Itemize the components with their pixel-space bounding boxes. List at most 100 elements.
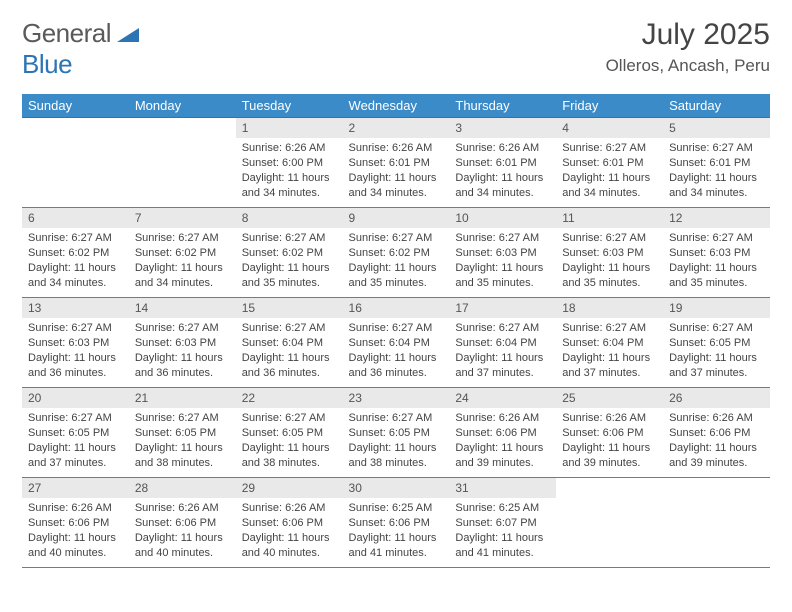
day-info: Sunrise: 6:27 AMSunset: 6:01 PMDaylight:… bbox=[663, 138, 770, 206]
day-info: Sunrise: 6:27 AMSunset: 6:04 PMDaylight:… bbox=[236, 318, 343, 386]
calendar-day-cell: 4Sunrise: 6:27 AMSunset: 6:01 PMDaylight… bbox=[556, 118, 663, 208]
day-number: 25 bbox=[556, 388, 663, 408]
day-number: 2 bbox=[343, 118, 450, 138]
day-number: 18 bbox=[556, 298, 663, 318]
day-info: Sunrise: 6:27 AMSunset: 6:03 PMDaylight:… bbox=[556, 228, 663, 296]
calendar-table: SundayMondayTuesdayWednesdayThursdayFrid… bbox=[22, 94, 770, 568]
calendar-day-cell: 2Sunrise: 6:26 AMSunset: 6:01 PMDaylight… bbox=[343, 118, 450, 208]
calendar-day-cell: 25Sunrise: 6:26 AMSunset: 6:06 PMDayligh… bbox=[556, 388, 663, 478]
day-info: Sunrise: 6:27 AMSunset: 6:02 PMDaylight:… bbox=[129, 228, 236, 296]
calendar-week-row: 27Sunrise: 6:26 AMSunset: 6:06 PMDayligh… bbox=[22, 478, 770, 568]
calendar-day-cell: 13Sunrise: 6:27 AMSunset: 6:03 PMDayligh… bbox=[22, 298, 129, 388]
calendar-day-cell: 10Sunrise: 6:27 AMSunset: 6:03 PMDayligh… bbox=[449, 208, 556, 298]
day-info: Sunrise: 6:26 AMSunset: 6:06 PMDaylight:… bbox=[663, 408, 770, 476]
day-number: 20 bbox=[22, 388, 129, 408]
day-number: 16 bbox=[343, 298, 450, 318]
calendar-day-cell: 20Sunrise: 6:27 AMSunset: 6:05 PMDayligh… bbox=[22, 388, 129, 478]
day-number: 24 bbox=[449, 388, 556, 408]
logo-triangle-icon bbox=[117, 26, 139, 47]
day-number: 8 bbox=[236, 208, 343, 228]
day-info: Sunrise: 6:27 AMSunset: 6:05 PMDaylight:… bbox=[236, 408, 343, 476]
calendar-day-cell: 17Sunrise: 6:27 AMSunset: 6:04 PMDayligh… bbox=[449, 298, 556, 388]
day-info: Sunrise: 6:27 AMSunset: 6:03 PMDaylight:… bbox=[22, 318, 129, 386]
day-info: Sunrise: 6:26 AMSunset: 6:00 PMDaylight:… bbox=[236, 138, 343, 206]
calendar-header-row: SundayMondayTuesdayWednesdayThursdayFrid… bbox=[22, 94, 770, 118]
day-number: 12 bbox=[663, 208, 770, 228]
day-info: Sunrise: 6:27 AMSunset: 6:01 PMDaylight:… bbox=[556, 138, 663, 206]
day-number: 22 bbox=[236, 388, 343, 408]
day-info: Sunrise: 6:25 AMSunset: 6:07 PMDaylight:… bbox=[449, 498, 556, 566]
calendar-day-cell: 23Sunrise: 6:27 AMSunset: 6:05 PMDayligh… bbox=[343, 388, 450, 478]
day-info: Sunrise: 6:26 AMSunset: 6:01 PMDaylight:… bbox=[449, 138, 556, 206]
day-number: 6 bbox=[22, 208, 129, 228]
calendar-day-cell: 8Sunrise: 6:27 AMSunset: 6:02 PMDaylight… bbox=[236, 208, 343, 298]
calendar-day-cell: 9Sunrise: 6:27 AMSunset: 6:02 PMDaylight… bbox=[343, 208, 450, 298]
day-info: Sunrise: 6:27 AMSunset: 6:02 PMDaylight:… bbox=[343, 228, 450, 296]
day-number: 4 bbox=[556, 118, 663, 138]
day-number: 14 bbox=[129, 298, 236, 318]
day-info: Sunrise: 6:26 AMSunset: 6:01 PMDaylight:… bbox=[343, 138, 450, 206]
calendar-day-cell: 18Sunrise: 6:27 AMSunset: 6:04 PMDayligh… bbox=[556, 298, 663, 388]
calendar-week-row: 13Sunrise: 6:27 AMSunset: 6:03 PMDayligh… bbox=[22, 298, 770, 388]
day-number: 17 bbox=[449, 298, 556, 318]
calendar-day-cell: 1Sunrise: 6:26 AMSunset: 6:00 PMDaylight… bbox=[236, 118, 343, 208]
day-number: 3 bbox=[449, 118, 556, 138]
day-number: 15 bbox=[236, 298, 343, 318]
calendar-day-cell: 30Sunrise: 6:25 AMSunset: 6:06 PMDayligh… bbox=[343, 478, 450, 568]
calendar-day-cell: 24Sunrise: 6:26 AMSunset: 6:06 PMDayligh… bbox=[449, 388, 556, 478]
weekday-header: Sunday bbox=[22, 94, 129, 118]
day-info: Sunrise: 6:27 AMSunset: 6:03 PMDaylight:… bbox=[129, 318, 236, 386]
day-info: Sunrise: 6:27 AMSunset: 6:03 PMDaylight:… bbox=[663, 228, 770, 296]
calendar-week-row: 20Sunrise: 6:27 AMSunset: 6:05 PMDayligh… bbox=[22, 388, 770, 478]
day-number: 13 bbox=[22, 298, 129, 318]
calendar-day-cell: 22Sunrise: 6:27 AMSunset: 6:05 PMDayligh… bbox=[236, 388, 343, 478]
weekday-header: Thursday bbox=[449, 94, 556, 118]
day-info: Sunrise: 6:27 AMSunset: 6:05 PMDaylight:… bbox=[22, 408, 129, 476]
day-info: Sunrise: 6:26 AMSunset: 6:06 PMDaylight:… bbox=[129, 498, 236, 566]
day-info: Sunrise: 6:27 AMSunset: 6:05 PMDaylight:… bbox=[663, 318, 770, 386]
weekday-header: Saturday bbox=[663, 94, 770, 118]
weekday-header: Friday bbox=[556, 94, 663, 118]
day-number: 11 bbox=[556, 208, 663, 228]
calendar-day-cell: 21Sunrise: 6:27 AMSunset: 6:05 PMDayligh… bbox=[129, 388, 236, 478]
day-number: 21 bbox=[129, 388, 236, 408]
day-info: Sunrise: 6:27 AMSunset: 6:02 PMDaylight:… bbox=[22, 228, 129, 296]
day-number: 7 bbox=[129, 208, 236, 228]
title-block: July 2025 Olleros, Ancash, Peru bbox=[606, 18, 770, 76]
day-number: 30 bbox=[343, 478, 450, 498]
calendar-week-row: 1Sunrise: 6:26 AMSunset: 6:00 PMDaylight… bbox=[22, 118, 770, 208]
day-info: Sunrise: 6:25 AMSunset: 6:06 PMDaylight:… bbox=[343, 498, 450, 566]
day-info: Sunrise: 6:27 AMSunset: 6:04 PMDaylight:… bbox=[343, 318, 450, 386]
day-info: Sunrise: 6:27 AMSunset: 6:05 PMDaylight:… bbox=[343, 408, 450, 476]
day-number: 27 bbox=[22, 478, 129, 498]
logo: General Blue bbox=[22, 18, 139, 80]
day-number: 23 bbox=[343, 388, 450, 408]
calendar-day-cell: 31Sunrise: 6:25 AMSunset: 6:07 PMDayligh… bbox=[449, 478, 556, 568]
calendar-day-cell: 15Sunrise: 6:27 AMSunset: 6:04 PMDayligh… bbox=[236, 298, 343, 388]
calendar-empty-cell bbox=[22, 118, 129, 208]
day-number: 26 bbox=[663, 388, 770, 408]
day-number: 1 bbox=[236, 118, 343, 138]
day-info: Sunrise: 6:27 AMSunset: 6:04 PMDaylight:… bbox=[556, 318, 663, 386]
calendar-day-cell: 12Sunrise: 6:27 AMSunset: 6:03 PMDayligh… bbox=[663, 208, 770, 298]
day-info: Sunrise: 6:27 AMSunset: 6:03 PMDaylight:… bbox=[449, 228, 556, 296]
day-number: 5 bbox=[663, 118, 770, 138]
calendar-day-cell: 28Sunrise: 6:26 AMSunset: 6:06 PMDayligh… bbox=[129, 478, 236, 568]
day-info: Sunrise: 6:27 AMSunset: 6:02 PMDaylight:… bbox=[236, 228, 343, 296]
calendar-day-cell: 6Sunrise: 6:27 AMSunset: 6:02 PMDaylight… bbox=[22, 208, 129, 298]
location-text: Olleros, Ancash, Peru bbox=[606, 56, 770, 76]
day-number: 9 bbox=[343, 208, 450, 228]
calendar-empty-cell bbox=[129, 118, 236, 208]
day-number: 10 bbox=[449, 208, 556, 228]
calendar-day-cell: 27Sunrise: 6:26 AMSunset: 6:06 PMDayligh… bbox=[22, 478, 129, 568]
logo-word2: Blue bbox=[22, 49, 72, 79]
month-title: July 2025 bbox=[606, 18, 770, 52]
day-info: Sunrise: 6:27 AMSunset: 6:05 PMDaylight:… bbox=[129, 408, 236, 476]
calendar-body: 1Sunrise: 6:26 AMSunset: 6:00 PMDaylight… bbox=[22, 118, 770, 568]
day-info: Sunrise: 6:26 AMSunset: 6:06 PMDaylight:… bbox=[236, 498, 343, 566]
weekday-header: Wednesday bbox=[343, 94, 450, 118]
calendar-day-cell: 19Sunrise: 6:27 AMSunset: 6:05 PMDayligh… bbox=[663, 298, 770, 388]
logo-text-block: General Blue bbox=[22, 18, 139, 80]
calendar-day-cell: 3Sunrise: 6:26 AMSunset: 6:01 PMDaylight… bbox=[449, 118, 556, 208]
calendar-day-cell: 29Sunrise: 6:26 AMSunset: 6:06 PMDayligh… bbox=[236, 478, 343, 568]
